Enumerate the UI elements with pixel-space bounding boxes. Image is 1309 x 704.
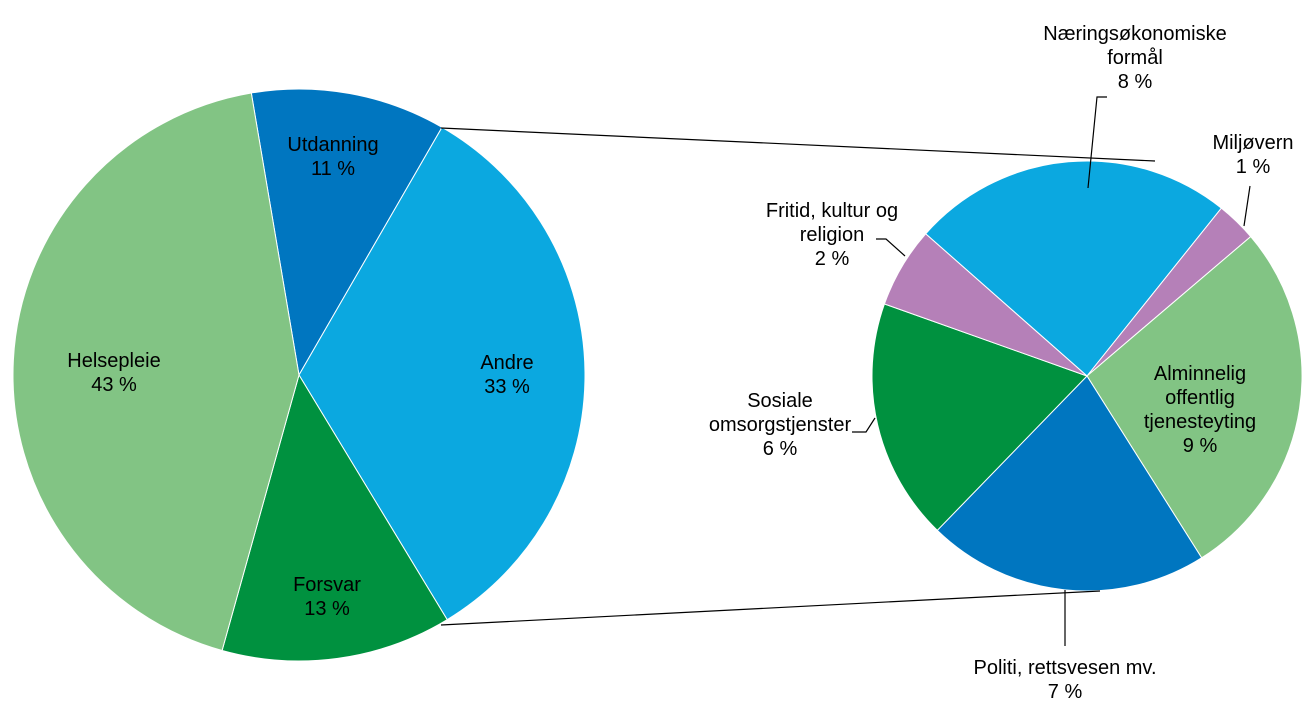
slice-value: 7 % <box>1047 681 1083 703</box>
slice-label: Næringsøkonomiske formål 8 % <box>1020 22 1250 94</box>
slice-name: Fritid, kultur og religion <box>765 200 899 246</box>
slice-name: Helsepleie <box>67 350 161 372</box>
slice-name: Alminnelig offentlig tjenesteyting <box>1143 363 1257 433</box>
leader-line <box>1087 96 1107 189</box>
pie-slice <box>1086 235 1303 559</box>
pie-slice <box>871 303 1088 532</box>
slice-value: 6 % <box>762 438 798 460</box>
slice-value: 2 % <box>814 248 850 270</box>
slice-label: Forsvar 13 % <box>227 573 427 621</box>
slice-value: 1 % <box>1235 156 1271 178</box>
slice-value: 43 % <box>91 374 137 396</box>
slice-label: Alminnelig offentlig tjenesteyting 9 % <box>1130 362 1270 458</box>
pie-slice <box>221 373 448 662</box>
connector-line <box>440 590 1101 626</box>
slice-label: Sosiale omsorgstjenster 6 % <box>700 389 860 461</box>
slice-name: Forsvar <box>293 574 361 596</box>
pie-slice <box>883 233 1088 377</box>
slice-name: Politi, rettsvesen mv. <box>973 657 1157 679</box>
pie-slice <box>936 375 1203 592</box>
leader-line <box>852 417 876 433</box>
slice-label: Andre 33 % <box>407 351 607 399</box>
slice-name: Sosiale omsorgstjenster <box>708 390 852 436</box>
slice-label: Helsepleie 43 % <box>14 349 214 397</box>
slice-name: Utdanning <box>287 134 379 156</box>
slice-value: 8 % <box>1117 71 1153 93</box>
pie-slice <box>250 88 443 377</box>
leader-line <box>1243 185 1251 227</box>
connector-line <box>440 127 1156 162</box>
pie-slice <box>298 126 586 621</box>
slice-name: Næringsøkonomiske formål <box>1043 23 1227 69</box>
pie-slice <box>12 92 300 652</box>
slice-name: Andre <box>480 352 534 374</box>
slice-label: Politi, rettsvesen mv. 7 % <box>905 656 1225 704</box>
slice-label: Miljøvern 1 % <box>1193 131 1309 179</box>
slice-value: 11 % <box>310 158 356 180</box>
leader-line <box>876 238 906 257</box>
pie-slice <box>925 160 1223 377</box>
slice-label: Utdanning 11 % <box>233 133 433 181</box>
slice-name: Miljøvern <box>1212 132 1294 154</box>
slice-label: Fritid, kultur og religion 2 % <box>737 199 927 271</box>
slice-value: 13 % <box>304 598 350 620</box>
slice-value: 33 % <box>484 376 530 398</box>
slice-value: 9 % <box>1182 435 1218 457</box>
